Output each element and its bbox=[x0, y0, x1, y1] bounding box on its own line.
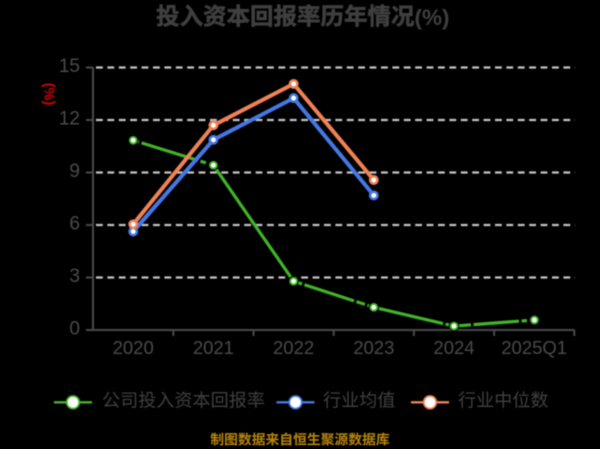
svg-text:3: 3 bbox=[69, 266, 80, 287]
svg-text:2024: 2024 bbox=[433, 337, 474, 358]
svg-text:2025Q1: 2025Q1 bbox=[501, 337, 567, 358]
svg-text:2022: 2022 bbox=[273, 337, 314, 358]
svg-text:6: 6 bbox=[69, 214, 80, 235]
svg-text:9: 9 bbox=[69, 161, 80, 182]
svg-text:2020: 2020 bbox=[113, 337, 154, 358]
svg-text:(%): (%) bbox=[415, 5, 450, 30]
svg-text:0: 0 bbox=[69, 319, 80, 340]
svg-text:12: 12 bbox=[59, 109, 80, 130]
svg-text:15: 15 bbox=[59, 56, 80, 77]
svg-text:(%): (%) bbox=[41, 83, 57, 106]
svg-text:2021: 2021 bbox=[193, 337, 234, 358]
svg-text:2023: 2023 bbox=[353, 337, 394, 358]
